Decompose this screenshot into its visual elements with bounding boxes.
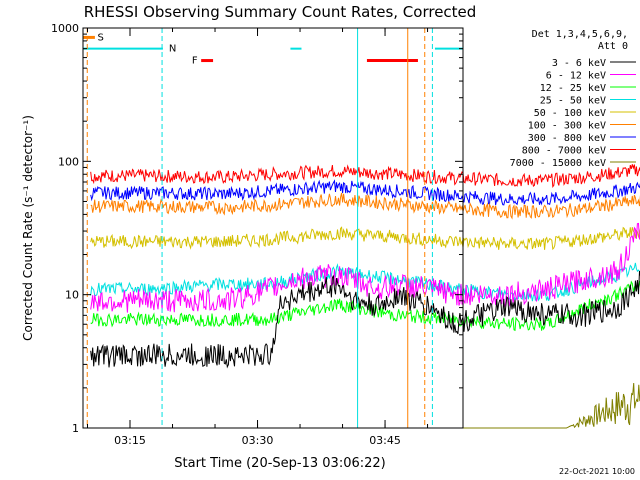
series-line-50-100-kev (90, 226, 640, 251)
series-line-3-6-kev (90, 270, 640, 369)
x-tick-label: 03:30 (242, 434, 274, 447)
y-tick-label: 10 (65, 289, 79, 302)
y-axis-label: Corrected Count Rate (s⁻¹ detector⁻¹) (21, 115, 35, 341)
series-line-7000-15000-kev (277, 382, 640, 429)
series-line-25-50-kev (90, 262, 640, 302)
x-tick-label: 03:45 (369, 434, 401, 447)
chart-title: RHESSI Observing Summary Count Rates, Co… (84, 3, 477, 21)
y-tick-label: 100 (58, 155, 79, 168)
x-axis-label: Start Time (20-Sep-13 03:06:22) (174, 456, 385, 471)
series-line-800-7000-kev (90, 164, 640, 189)
series-line-6-12-kev (90, 222, 640, 313)
x-tick-label: 03:15 (114, 434, 146, 447)
legend-entry-label: 3 - 6 keV (552, 58, 606, 69)
legend-entry-label: 300 - 800 keV (528, 133, 606, 144)
series-line-100-300-kev (90, 192, 640, 220)
axes: 1 10 100 1000 03:15 03:30 03:45 (51, 22, 463, 447)
legend: Det 1,3,4,5,6,9,Att 0 3 - 6 keV 6 - 12 keV… (510, 29, 636, 169)
night-flag-label: N (169, 44, 176, 55)
legend-entry-label: 6 - 12 keV (546, 71, 606, 82)
plot-frame (82, 27, 464, 429)
saa-flag-label: S (97, 32, 103, 43)
legend-entry-label: 50 - 100 keV (534, 108, 606, 119)
y-tick-label: 1 (72, 422, 79, 435)
plot-area: S N F (83, 28, 640, 429)
footer-date: 22-Oct-2021 10:00 (559, 467, 635, 476)
legend-entry-label: 25 - 50 keV (540, 96, 606, 107)
series-line-12-25-kev (90, 280, 640, 332)
flare-flag-label: F (192, 56, 198, 67)
legend-entry-label: 7000 - 15000 keV (510, 158, 606, 169)
y-tick-label: 1000 (51, 22, 79, 35)
series-line-300-800-kev (90, 179, 640, 206)
legend-title-line: Det 1,3,4,5,6,9, (532, 29, 628, 40)
legend-title-line: Att 0 (598, 41, 628, 52)
legend-entry-label: 800 - 7000 keV (522, 146, 606, 157)
legend-entry-label: 12 - 25 keV (540, 83, 606, 94)
legend-entry-label: 100 - 300 keV (528, 121, 606, 132)
